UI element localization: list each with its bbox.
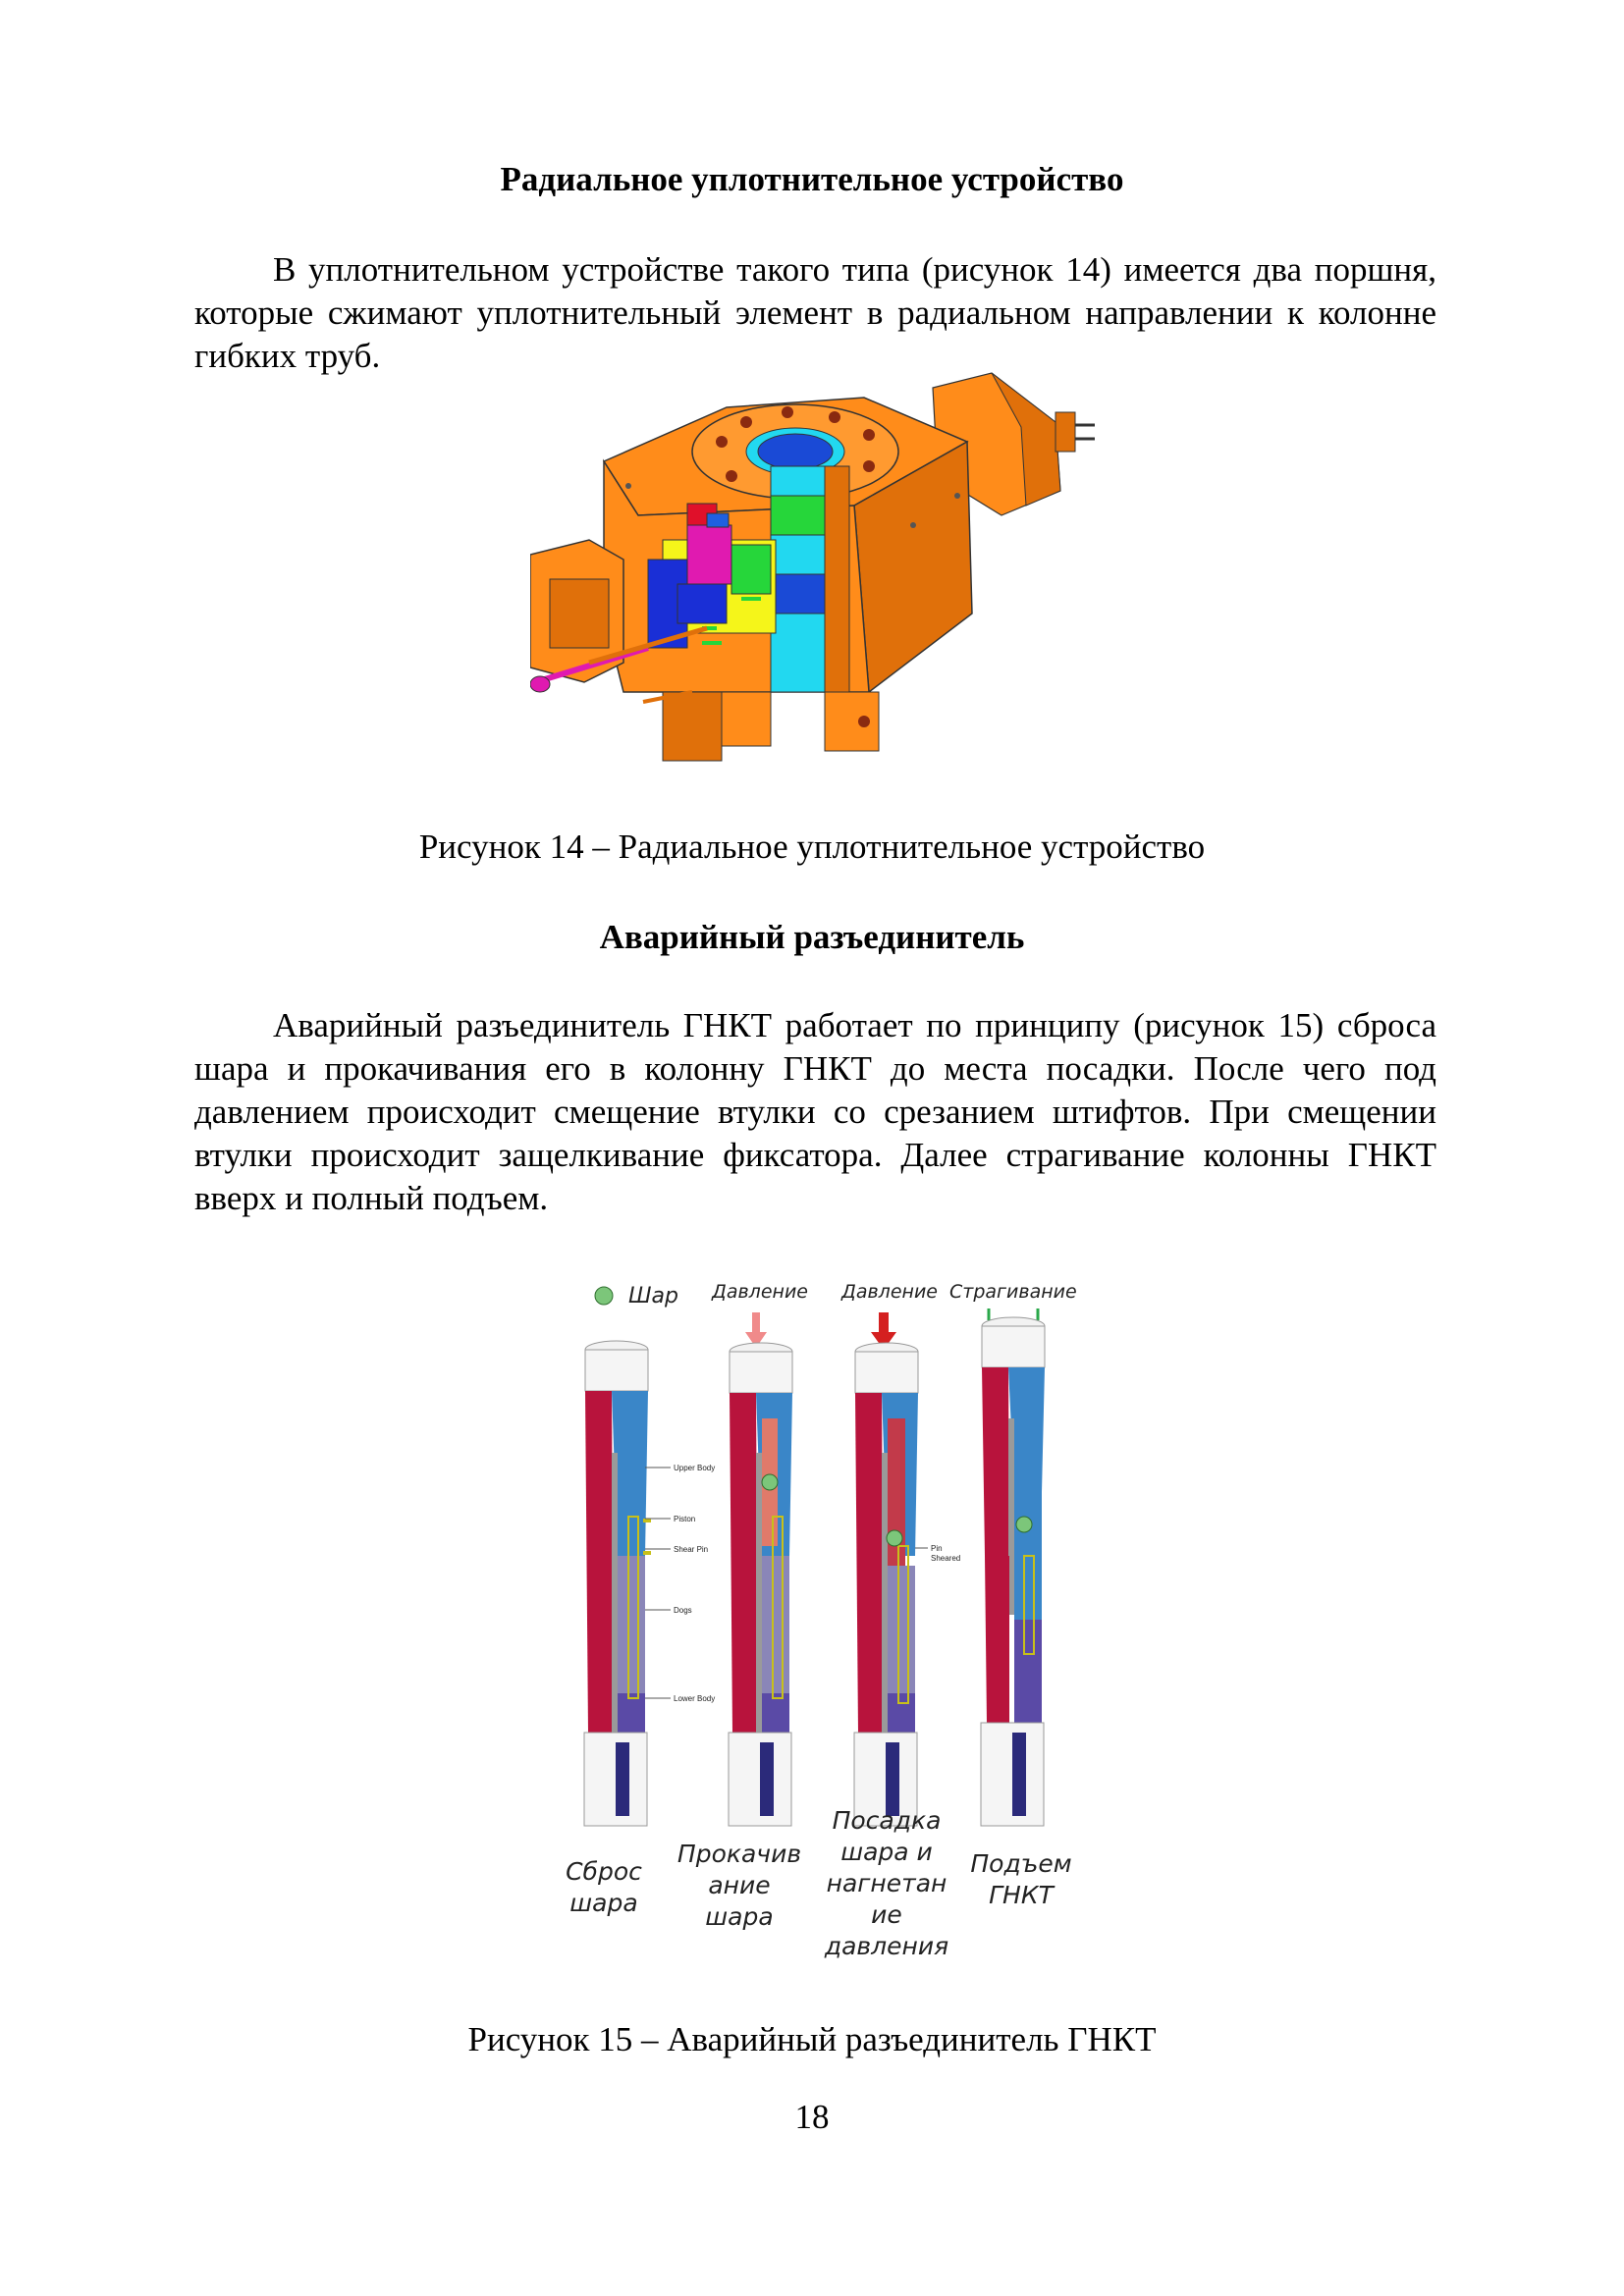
step2-line1: Прокачив [677,1840,801,1868]
step3-line4: ие [871,1900,902,1929]
label-piston: Piston [674,1515,695,1523]
tool-stage-4 [980,1316,1046,1827]
step3-line3: нагнетан [827,1869,947,1897]
label-shear-pin: Shear Pin [674,1545,708,1554]
label-dogs: Dogs [674,1606,692,1615]
figure-14-caption: Рисунок 14 – Радиальное уплотнительное у… [418,828,1206,866]
label-lower-body: Lower Body [674,1694,715,1703]
step2-line3: шара [705,1902,773,1931]
step3-line5: давления [824,1932,948,1960]
step1-line2: шара [569,1889,637,1917]
step4-line2: ГНКТ [989,1881,1055,1909]
label-pressure-2: Давление [840,1281,938,1303]
step4-line1: Подъем [970,1849,1071,1878]
section-title-emergency-disconnect: Аварийный разъединитель [599,918,1025,956]
tool-stage-1 [583,1340,671,1827]
label-ball: Шар [628,1284,678,1308]
label-pin: Pin [931,1544,943,1553]
page-number: 18 [794,2098,830,2136]
paragraph-emergency-disconnect: Аварийный разъединитель ГНКТ работает по… [194,1006,1436,1217]
figure-14-radial-seal-illustration [530,372,1095,762]
label-sheared: Sheared [931,1554,960,1563]
step2-line2: ание [708,1871,770,1899]
step3-line2: шара и [840,1838,933,1866]
step3-line1: Посадка [833,1806,942,1835]
section-title-radial-seal: Радиальное уплотнительное устройство [500,160,1124,198]
paragraph-radial-seal: В уплотнительном устройстве такого типа … [194,250,1436,375]
tool-stage-2 [728,1342,793,1827]
label-pressure-1: Давление [711,1281,808,1303]
tool-stage-3 [853,1342,928,1827]
figure-15-disconnect-stages: Шар Давление Давление Страгивание [566,1281,1077,1960]
figure-15-caption: Рисунок 15 – Аварийный разъединитель ГНК… [467,2020,1157,2058]
label-upper-body: Upper Body [674,1464,715,1472]
ball-icon [594,1286,614,1306]
label-pull: Страгивание [949,1281,1077,1303]
step1-line1: Сброс [566,1857,642,1886]
